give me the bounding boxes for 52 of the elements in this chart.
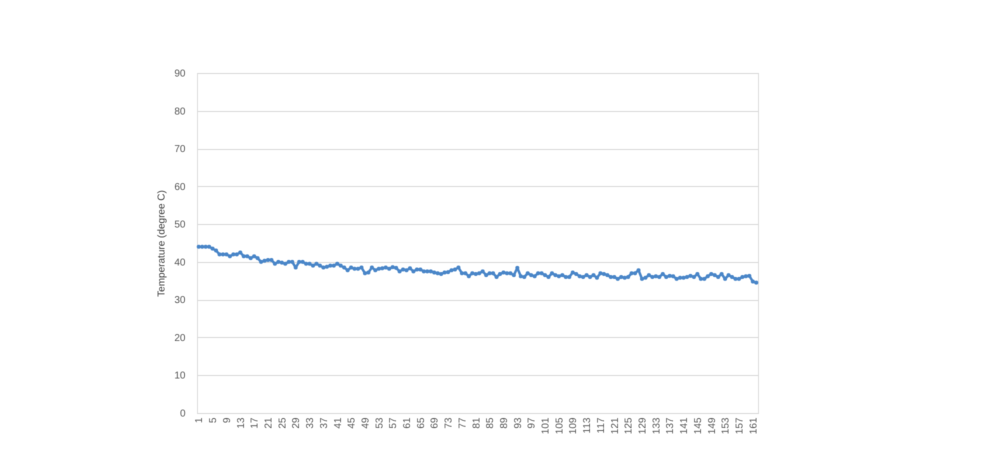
x-tick-label: 113: [582, 417, 594, 434]
y-tick-label: 0: [180, 408, 186, 420]
y-tick-label: 90: [174, 68, 186, 80]
x-tick-label: 85: [485, 417, 496, 429]
x-tick-label: 89: [498, 417, 510, 429]
x-tick-label: 73: [444, 417, 455, 429]
x-tick-label: 97: [526, 417, 538, 429]
y-tick-label: 30: [174, 295, 186, 306]
x-tick-label: 157: [734, 417, 746, 434]
x-tick-label: 141: [679, 417, 690, 434]
x-tick-label: 81: [471, 417, 482, 429]
x-tick-label: 125: [624, 417, 635, 434]
x-tick-label: 53: [374, 417, 386, 429]
x-tick-label: 25: [277, 417, 288, 429]
x-tick-label: 45: [346, 417, 358, 429]
x-tick-label: 101: [540, 417, 552, 434]
y-tick-label: 50: [174, 220, 186, 231]
y-tick-label: 60: [174, 182, 186, 193]
x-tick-label: 61: [402, 417, 414, 429]
x-tick-label: 133: [651, 417, 662, 434]
x-tick-label: 137: [665, 417, 676, 434]
x-tick-label: 117: [596, 417, 607, 434]
x-tick-label: 129: [637, 417, 648, 434]
x-tick-label: 37: [318, 417, 330, 429]
x-tick-label: 77: [457, 417, 468, 429]
x-tick-label: 17: [250, 417, 261, 429]
x-tick-label: 109: [568, 417, 580, 434]
x-tick-label: 5: [208, 417, 220, 424]
x-tick-label: 93: [512, 417, 524, 429]
y-tick-label: 20: [174, 332, 186, 344]
x-tick-label: 1: [194, 417, 206, 424]
x-tick-label: 41: [332, 417, 344, 429]
x-tick-label: 69: [430, 417, 441, 429]
x-tick-label: 153: [720, 417, 732, 434]
y-tick-label: 70: [174, 144, 186, 156]
y-axis-title: Temperature (degree C): [156, 190, 168, 297]
y-tick-label: 10: [174, 370, 186, 382]
x-tick-label: 121: [610, 417, 621, 434]
x-tick-label: 13: [236, 417, 247, 429]
x-tick-label: 33: [305, 417, 316, 429]
y-tick-label: 80: [174, 106, 186, 118]
x-tick-label: 149: [706, 417, 718, 434]
x-tick-label: 29: [291, 417, 302, 429]
x-tick-label: 9: [222, 417, 233, 424]
x-tick-label: 49: [360, 417, 372, 429]
x-tick-label: 65: [416, 417, 427, 429]
x-tick-label: 105: [554, 417, 566, 434]
x-tick-label: 57: [388, 417, 400, 429]
x-tick-label: 21: [263, 417, 274, 429]
x-tick-label: 161: [748, 417, 760, 434]
y-tick-label: 40: [174, 257, 186, 268]
x-tick-label: 145: [692, 417, 704, 434]
